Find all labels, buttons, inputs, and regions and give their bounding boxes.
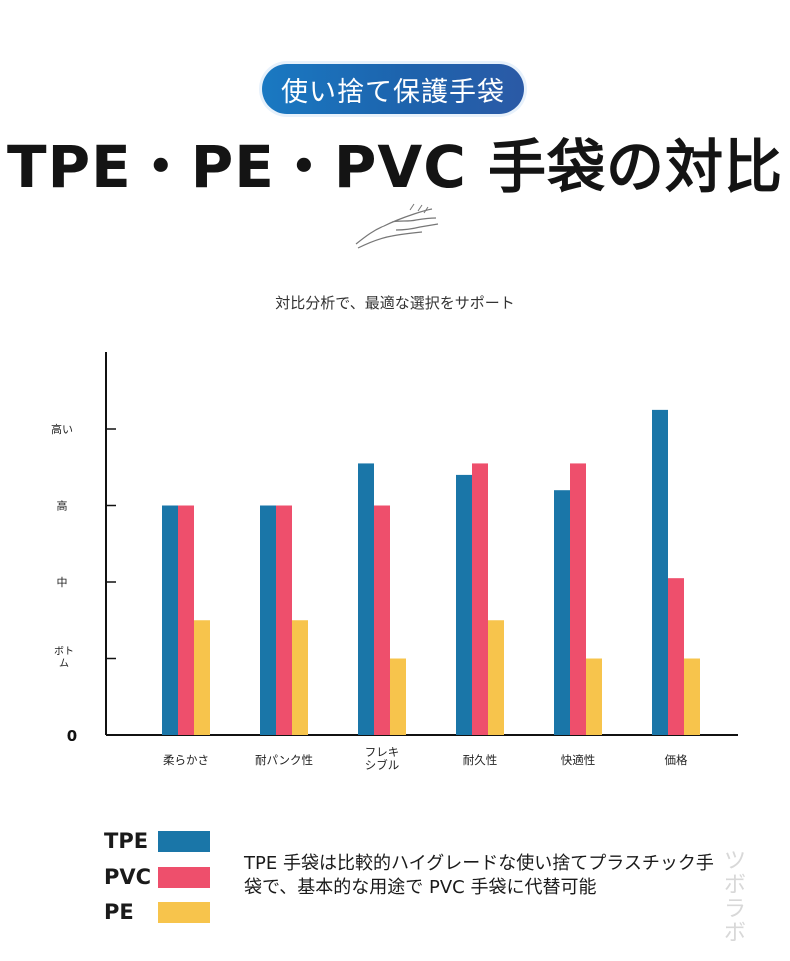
bar-pe-0 [194, 620, 210, 735]
bar-tpe-0 [162, 505, 178, 735]
bar-tpe-5 [652, 409, 668, 735]
y-tick-label-0: 0 [67, 727, 77, 745]
legend-swatch-pvc [158, 867, 210, 888]
bar-pe-4 [586, 658, 602, 735]
bar-pe-2 [390, 658, 406, 735]
legend-label-tpe: TPE [104, 829, 149, 853]
bar-tpe-4 [554, 490, 570, 735]
bar-pe-1 [292, 620, 308, 735]
bar-pvc-2 [374, 505, 390, 735]
bar-tpe-1 [260, 505, 276, 735]
legend-swatch-tpe [158, 831, 210, 852]
comparison-note: TPE 手袋は比較的ハイグレードな使い捨てプラスチック手袋で、基本的な用途で P… [244, 853, 714, 898]
x-tick-label-5: 価格 [665, 753, 688, 767]
y-tick-label-4: 高い [51, 422, 73, 436]
x-tick-label-2-line-1: シブル [365, 758, 400, 772]
legend-item-pvc: PVC [104, 864, 214, 890]
legend-label-pe: PE [104, 900, 134, 924]
x-tick-label-2-line-0: フレキ [365, 745, 400, 759]
x-tick-label-1: 耐パンク性 [255, 753, 313, 767]
bar-pvc-1 [276, 505, 292, 735]
y-tick-label-2: 中 [57, 576, 68, 589]
bar-pvc-0 [178, 505, 194, 735]
legend-item-tpe: TPE [104, 828, 214, 854]
category-badge-label: 使い捨て保護手袋 [281, 76, 505, 108]
bar-pe-3 [488, 620, 504, 735]
legend-swatch-pe [158, 902, 210, 923]
watermark: ツボラボ [723, 849, 746, 946]
category-badge: 使い捨て保護手袋 [262, 64, 524, 114]
chart-subtitle: 対比分析で、最適な選択をサポート [275, 294, 515, 312]
bar-pvc-4 [570, 463, 586, 735]
bar-pvc-5 [668, 578, 684, 735]
bar-tpe-3 [456, 474, 472, 735]
legend-label-pvc: PVC [104, 865, 152, 889]
x-tick-label-4: 快適性 [561, 753, 596, 767]
x-tick-label-3: 耐久性 [463, 753, 498, 767]
y-tick-label-1-part-0: ボト [54, 646, 74, 658]
x-tick-label-0: 柔らかさ [163, 753, 209, 767]
y-tick-label-1-part-1: ム [59, 658, 69, 670]
bar-tpe-2 [358, 463, 374, 735]
hand-icon [355, 203, 439, 249]
page-title: TPE・PE・PVC 手袋の対比 [7, 133, 783, 201]
legend-item-pe: PE [104, 899, 214, 925]
y-tick-label-3: 高 [57, 499, 68, 513]
bar-pe-5 [684, 658, 700, 735]
bar-pvc-3 [472, 463, 488, 735]
